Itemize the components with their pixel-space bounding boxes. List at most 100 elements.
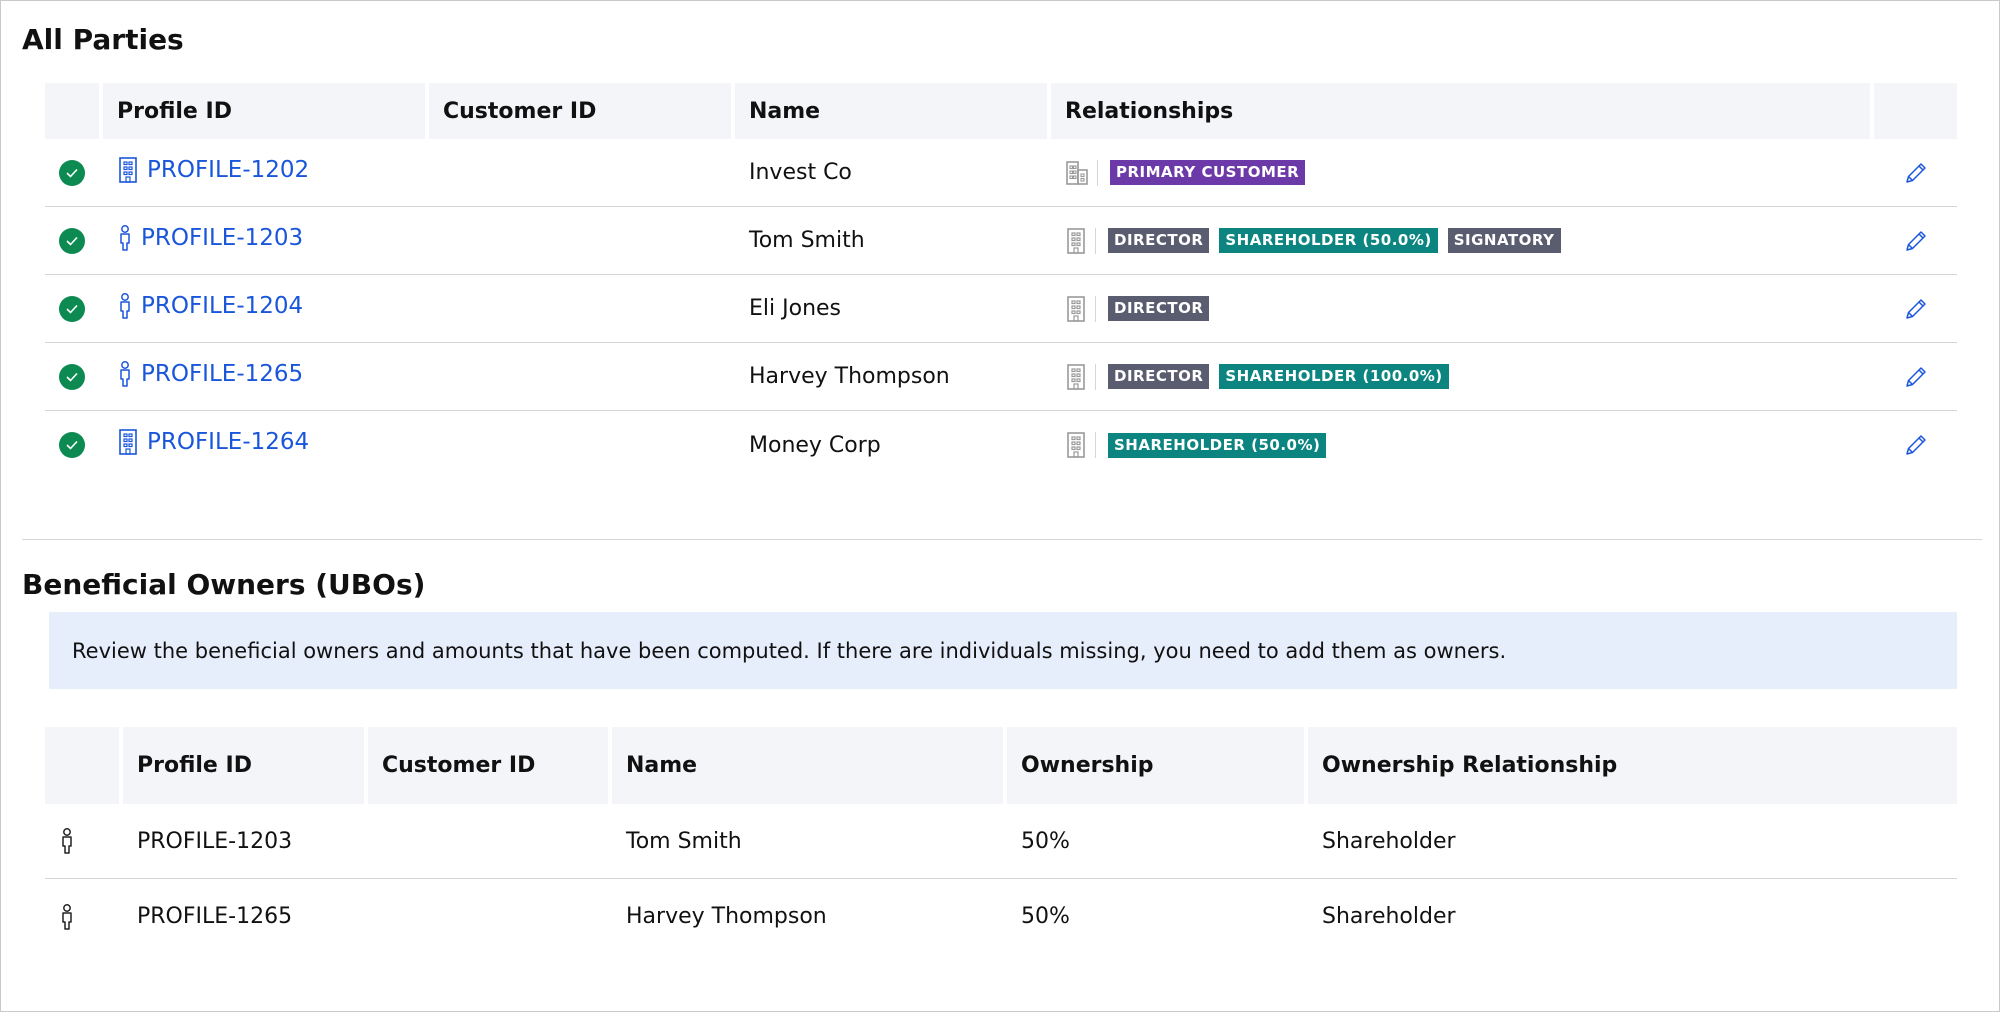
status-cell <box>45 139 103 207</box>
check-circle-icon <box>59 363 85 390</box>
profile-link[interactable]: PROFILE-1204 <box>141 292 304 319</box>
relationships: DIRECTOR SHAREHOLDER (50.0%) SIGNATORY <box>1065 227 1860 254</box>
column-header-ownership[interactable]: Ownership <box>1007 727 1308 804</box>
ubo-table: Profile ID Customer ID Name Ownership Ow… <box>45 727 1957 954</box>
all-parties-table: Profile ID Customer ID Name Relationship… <box>45 83 1957 479</box>
building-icon <box>1065 295 1096 322</box>
profile-link[interactable]: PROFILE-1265 <box>141 360 304 387</box>
relationships: DIRECTOR SHAREHOLDER (100.0%) <box>1065 363 1860 390</box>
column-header-profile-id[interactable]: Profile ID <box>103 83 429 139</box>
edit-pencil-icon[interactable] <box>1903 160 1929 186</box>
column-header-profile-id[interactable]: Profile ID <box>123 727 368 804</box>
table-row: PROFILE-1265 Harvey Thompson DIRECTOR SHARE… <box>45 343 1957 411</box>
relationship-badge: DIRECTOR <box>1108 364 1210 389</box>
customer-id-cell <box>429 411 735 479</box>
relationships-cell: PRIMARY CUSTOMER <box>1051 139 1874 207</box>
table-row: PROFILE-1265 Harvey Thompson 50% Shareholde… <box>45 879 1957 954</box>
name-cell: Harvey Thompson <box>735 343 1051 411</box>
building-icon <box>117 156 139 184</box>
section-divider <box>22 539 1982 540</box>
table-header-row: Profile ID Customer ID Name Relationship… <box>45 83 1957 139</box>
column-header-name[interactable]: Name <box>612 727 1007 804</box>
type-cell <box>45 879 123 954</box>
status-cell <box>45 275 103 343</box>
name-cell: Tom Smith <box>612 804 1007 879</box>
name-cell: Money Corp <box>749 432 881 458</box>
building-icon <box>117 428 139 456</box>
profile-id-cell: PROFILE-1203 <box>103 207 429 275</box>
actions-cell <box>1874 411 1957 479</box>
all-parties-title: All Parties <box>22 23 184 56</box>
customer-id-cell <box>368 804 612 879</box>
actions-cell <box>1874 139 1957 207</box>
actions-cell <box>1874 207 1957 275</box>
actions-cell <box>1874 343 1957 411</box>
edit-pencil-icon[interactable] <box>1903 296 1929 322</box>
building-icon <box>1065 363 1096 390</box>
building-icon <box>1065 227 1096 254</box>
profile-link[interactable]: PROFILE-1203 <box>141 224 304 251</box>
person-icon <box>117 224 133 252</box>
person-icon <box>59 903 75 931</box>
relationships-cell: DIRECTOR SHAREHOLDER (100.0%) <box>1051 343 1874 411</box>
table-header-row: Profile ID Customer ID Name Ownership Ow… <box>45 727 1957 804</box>
relationship-badge: SHAREHOLDER (50.0%) <box>1108 432 1327 458</box>
relationships: PRIMARY CUSTOMER <box>1065 159 1860 186</box>
customer-id-cell <box>429 207 735 275</box>
check-circle-icon <box>59 159 85 186</box>
type-cell <box>45 804 123 879</box>
name-cell: Harvey Thompson <box>626 904 827 929</box>
person-icon <box>59 827 75 855</box>
profile-id-cell: PROFILE-1203 <box>123 804 368 879</box>
relationship-badge: SIGNATORY <box>1447 228 1561 253</box>
person-icon <box>117 360 133 388</box>
status-cell <box>45 343 103 411</box>
ubo-info-text: Review the beneficial owners and amounts… <box>72 638 1507 663</box>
table-row: PROFILE-1203 Tom Smith 50% Shareholder <box>45 804 1957 879</box>
profile-id-cell: PROFILE-1202 <box>103 139 429 207</box>
relationship-badge: SHAREHOLDER (50.0%) <box>1219 228 1438 253</box>
relationship-badge: PRIMARY CUSTOMER <box>1110 160 1306 185</box>
name-cell: Tom Smith <box>735 207 1051 275</box>
ownership-cell: 50% <box>1021 904 1070 929</box>
table-row: PROFILE-1202 Invest Co PRIMARY CUSTOMER <box>45 139 1957 207</box>
profile-id-cell: PROFILE-1204 <box>103 275 429 343</box>
customer-id-cell <box>429 343 735 411</box>
column-header-actions <box>1874 83 1957 139</box>
profile-link[interactable]: PROFILE-1202 <box>147 156 310 183</box>
table-row: PROFILE-1203 Tom Smith DIRECTOR SHAREHOLDER… <box>45 207 1957 275</box>
status-cell <box>45 411 103 479</box>
customer-id-cell <box>429 139 735 207</box>
profile-id: PROFILE-1265 <box>117 360 303 388</box>
column-header-ownership-relationship[interactable]: Ownership Relationship <box>1308 727 1957 804</box>
profile-id-cell: PROFILE-1264 <box>103 411 429 479</box>
customer-id-cell <box>368 879 612 954</box>
relationship-badge: SHAREHOLDER (100.0%) <box>1219 364 1449 389</box>
edit-pencil-icon[interactable] <box>1903 228 1929 254</box>
ownership-cell: 50% <box>1007 804 1308 879</box>
profile-link[interactable]: PROFILE-1264 <box>147 429 310 455</box>
check-circle-icon <box>59 432 85 458</box>
profile-id: PROFILE-1264 <box>117 428 309 456</box>
edit-pencil-icon[interactable] <box>1903 432 1929 458</box>
relationships: SHAREHOLDER (50.0%) <box>1065 432 1860 458</box>
name-cell: Invest Co <box>735 139 1051 207</box>
column-header-customer-id[interactable]: Customer ID <box>429 83 735 139</box>
column-header-type <box>45 727 123 804</box>
edit-pencil-icon[interactable] <box>1903 364 1929 390</box>
profile-id: PROFILE-1204 <box>117 292 303 320</box>
check-circle-icon <box>59 227 85 254</box>
column-header-customer-id[interactable]: Customer ID <box>368 727 612 804</box>
column-header-relationships[interactable]: Relationships <box>1051 83 1874 139</box>
ubo-info-message: Review the beneficial owners and amounts… <box>49 612 1957 689</box>
column-header-name[interactable]: Name <box>735 83 1051 139</box>
ubo-title: Beneficial Owners (UBOs) <box>22 568 426 601</box>
customer-id-cell <box>429 275 735 343</box>
column-header-status <box>45 83 103 139</box>
building-icon <box>1065 432 1096 458</box>
profile-id: PROFILE-1203 <box>117 224 303 252</box>
table-row: PROFILE-1264 Money Corp SHAREHOLDER (50.0%… <box>45 411 1957 479</box>
relationship-badge: DIRECTOR <box>1108 296 1210 321</box>
profile-id: PROFILE-1202 <box>117 156 309 184</box>
